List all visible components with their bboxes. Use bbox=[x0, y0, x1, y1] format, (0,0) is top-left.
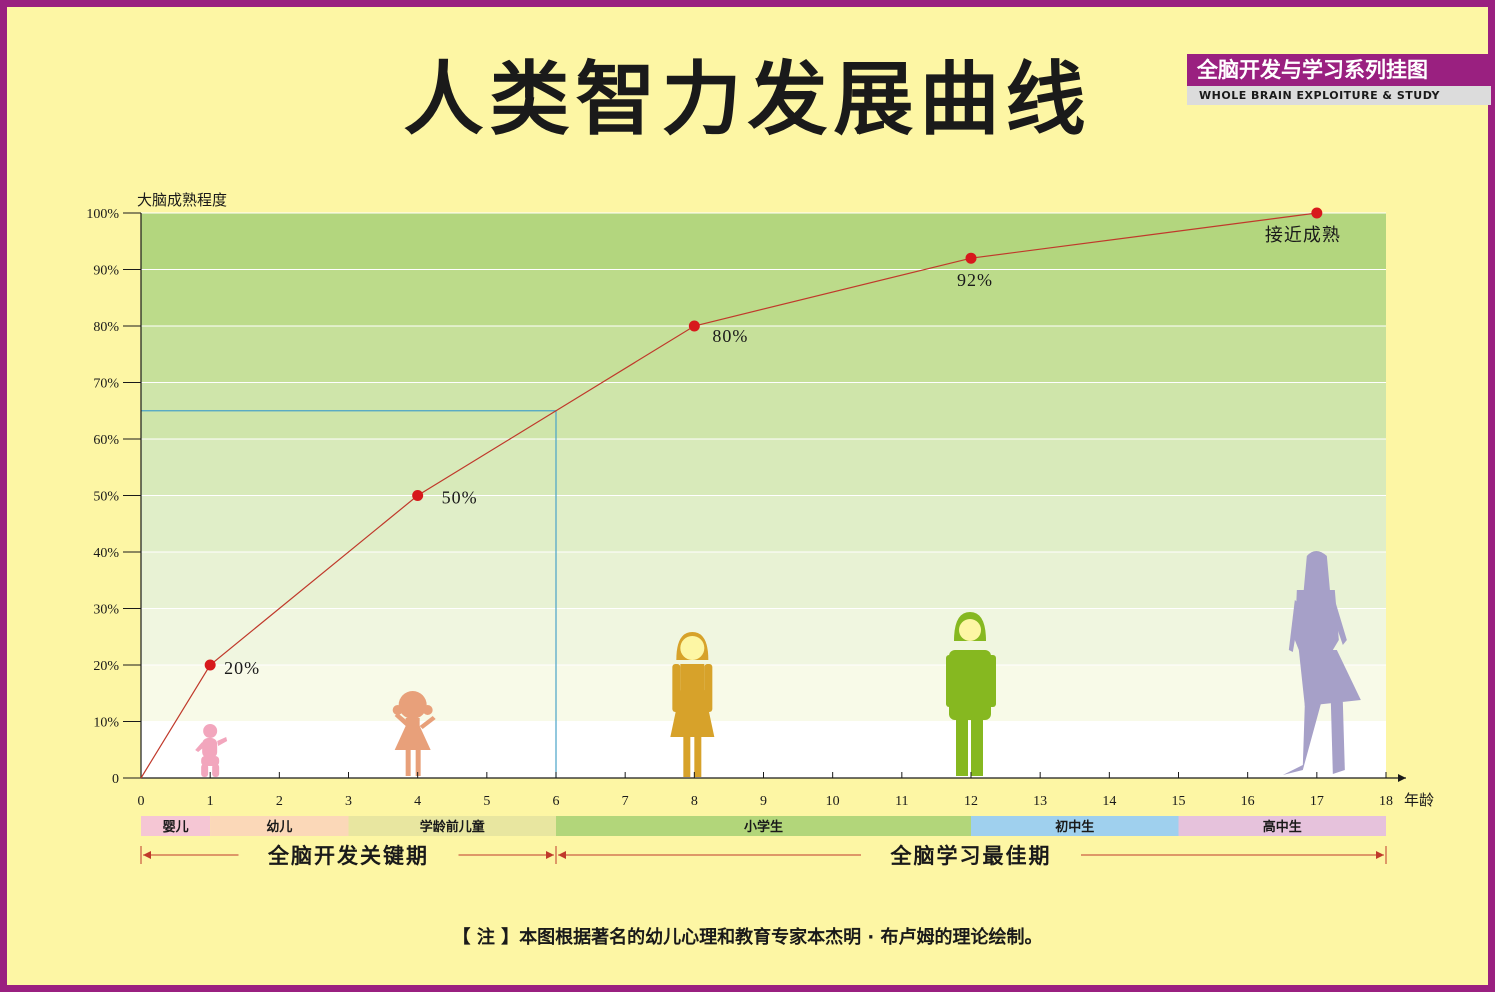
x-tick-label: 3 bbox=[345, 794, 352, 809]
background-band bbox=[141, 439, 1386, 496]
x-axis-label: 年龄 bbox=[1404, 792, 1434, 809]
y-tick-labels: 0 10% 20% 30% 40% 50% 60% 70% 80% 90% 100% bbox=[86, 207, 141, 787]
point-label: 接近成熟 bbox=[1265, 225, 1341, 245]
period-arrowhead bbox=[546, 851, 554, 859]
x-tick-label: 13 bbox=[1033, 794, 1047, 809]
data-point bbox=[412, 490, 424, 501]
x-tick-label: 11 bbox=[895, 794, 908, 809]
stage-bar bbox=[348, 816, 556, 836]
young-woman-icon bbox=[1282, 551, 1361, 775]
background-band bbox=[141, 721, 1386, 778]
stage-bar bbox=[210, 816, 349, 836]
stage-label: 幼儿 bbox=[266, 819, 292, 835]
background-band bbox=[141, 495, 1386, 552]
page-title: 人类智力发展曲线 bbox=[403, 53, 1092, 146]
stage-label: 小学生 bbox=[744, 819, 783, 835]
stage-bar bbox=[556, 816, 971, 836]
y-tick-label: 0 bbox=[112, 772, 119, 787]
y-tick-label: 70% bbox=[93, 377, 119, 392]
curve-line bbox=[140, 212, 1317, 779]
period-label: 全脑学习最佳期 bbox=[890, 844, 1052, 868]
x-tick-label: 6 bbox=[553, 794, 560, 809]
point-label: 50% bbox=[442, 488, 478, 508]
stage-bar bbox=[141, 816, 211, 836]
data-point bbox=[1311, 207, 1323, 219]
y-tick-label: 100% bbox=[86, 207, 119, 222]
y-tick-label: 50% bbox=[93, 490, 119, 505]
period-labels: 全脑开发关键期 全脑学习最佳期 bbox=[140, 844, 1387, 868]
teen-boy-icon bbox=[946, 612, 996, 776]
point-label: 20% bbox=[224, 658, 260, 678]
background-band bbox=[141, 213, 1386, 270]
stage-figures bbox=[195, 551, 1361, 777]
background-bands bbox=[141, 213, 1386, 778]
stage-label: 婴儿 bbox=[163, 819, 189, 835]
schoolgirl-icon bbox=[670, 632, 715, 777]
y-tick-label: 30% bbox=[93, 603, 119, 618]
data-points bbox=[204, 207, 1323, 671]
stage-bars: 婴儿 幼儿 学龄前儿童 小学生 初中生 高中生 bbox=[141, 816, 1386, 836]
background-band bbox=[141, 608, 1386, 665]
x-tick-label: 0 bbox=[138, 794, 145, 809]
x-axis-arrow bbox=[1398, 774, 1406, 782]
stage-label: 高中生 bbox=[1263, 819, 1302, 835]
y-tick-label: 80% bbox=[93, 320, 119, 335]
period-arrowhead bbox=[1376, 851, 1384, 859]
baby-icon bbox=[195, 724, 228, 777]
x-tick-label: 16 bbox=[1241, 794, 1255, 809]
series-badge-title: 全脑开发与学习系列挂图 bbox=[1187, 54, 1491, 86]
x-tick-label: 10 bbox=[826, 794, 840, 809]
background-band bbox=[141, 552, 1386, 609]
background-band bbox=[141, 326, 1386, 383]
stage-label: 初中生 bbox=[1055, 819, 1094, 835]
x-tick-label: 8 bbox=[691, 794, 698, 809]
y-tick-label: 90% bbox=[93, 264, 119, 279]
gridlines bbox=[141, 212, 1386, 722]
data-point bbox=[688, 320, 700, 332]
x-tick-label: 9 bbox=[760, 794, 767, 809]
series-badge: 全脑开发与学习系列挂图 WHOLE BRAIN EXPLOITURE & STU… bbox=[1187, 54, 1491, 105]
x-tick-label: 18 bbox=[1379, 794, 1393, 809]
stage-label: 学龄前儿童 bbox=[420, 819, 485, 835]
y-axis-label: 大脑成熟程度 bbox=[137, 192, 227, 209]
toddler-girl-icon bbox=[392, 691, 436, 776]
y-tick-label: 20% bbox=[93, 659, 119, 674]
x-tick-label: 5 bbox=[483, 794, 490, 809]
data-point bbox=[204, 659, 216, 671]
background-band bbox=[141, 665, 1386, 722]
footnote: 【 注 】本图根据著名的幼儿心理和教育专家本杰明 · 布卢姆的理论绘制。 bbox=[452, 927, 1043, 948]
x-tick-label: 4 bbox=[414, 794, 421, 809]
x-tick-label: 12 bbox=[964, 794, 978, 809]
x-tick-label: 15 bbox=[1172, 794, 1186, 809]
x-tick-label: 7 bbox=[622, 794, 629, 809]
period-label: 全脑开发关键期 bbox=[267, 844, 429, 868]
x-tick-label: 2 bbox=[276, 794, 283, 809]
period-arrowhead bbox=[143, 851, 151, 859]
y-tick-label: 60% bbox=[93, 433, 119, 448]
background-band bbox=[141, 269, 1386, 326]
data-point bbox=[965, 252, 977, 264]
stage-bar bbox=[971, 816, 1179, 836]
stage-bar bbox=[1178, 816, 1386, 836]
point-label: 80% bbox=[712, 326, 748, 346]
y-tick-label: 40% bbox=[93, 546, 119, 561]
development-curve bbox=[140, 212, 1317, 779]
series-badge-subtitle: WHOLE BRAIN EXPLOITURE & STUDY bbox=[1187, 86, 1491, 105]
x-tick-label: 1 bbox=[207, 794, 214, 809]
point-labels: 20% 50% 80% 92% 接近成熟 bbox=[224, 225, 1341, 678]
point-label: 92% bbox=[957, 270, 993, 290]
x-tick-label: 14 bbox=[1102, 794, 1116, 809]
period-arrowhead bbox=[558, 851, 566, 859]
x-tick-labels: 0 1 2 3 4 5 6 7 8 9 10 11 12 13 14 15 16 17 18 bbox=[138, 772, 1393, 809]
y-tick-label: 10% bbox=[93, 716, 119, 731]
x-tick-label: 17 bbox=[1310, 794, 1324, 809]
